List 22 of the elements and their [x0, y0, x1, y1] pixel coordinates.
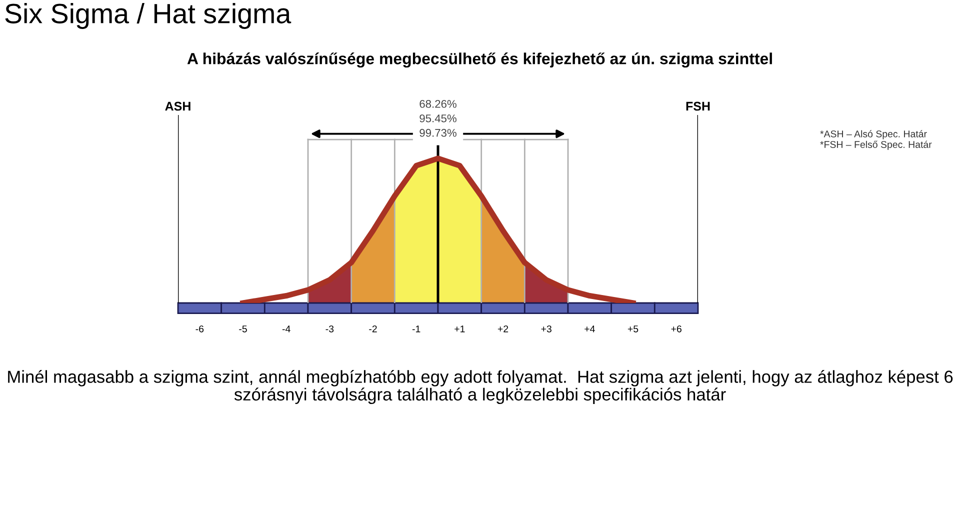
- x-tick-label: -5: [239, 326, 247, 332]
- ref-line-label: FSH: [686, 102, 710, 111]
- x-tick-label: -6: [196, 325, 204, 332]
- chart-title: Six Sigma / Hat szigma: [5, 3, 292, 29]
- text: 68.26%: [420, 100, 456, 108]
- text: Minél magasabb a szigma szint, annál megbízhatóbb egy adott folyamat. Hat szigma azt jelenti, hogy az átlaghoz képest 6 szórásnyi távolságra található a legközelebbi specifikációs határ: [8, 370, 953, 404]
- text: *FSH – Felső Spec. Határ: [820, 140, 932, 150]
- x-tick-label: -3: [326, 325, 334, 332]
- x-tick-label: -1: [412, 326, 420, 332]
- x-tick-label: +1: [454, 326, 465, 332]
- x-tick-label: +6: [671, 325, 682, 332]
- text: *ASH – Alsó Spec. Határ: [820, 130, 927, 140]
- x-tick-label: +4: [584, 326, 595, 332]
- ref-line-label: ASH: [165, 102, 190, 111]
- x-tick-label: +2: [498, 325, 508, 332]
- text: 95.45%: [420, 114, 456, 122]
- x-tick-label: -4: [282, 326, 290, 332]
- x-tick-label: -2: [369, 325, 377, 332]
- text: 99.73%: [420, 128, 456, 137]
- chart-subtitle: A hibázás valószínűsége megbecsülhető és kifejezhető az ún. szigma szinttel: [187, 52, 772, 68]
- x-tick-label: +3: [541, 325, 552, 332]
- x-tick-label: +5: [628, 326, 638, 332]
